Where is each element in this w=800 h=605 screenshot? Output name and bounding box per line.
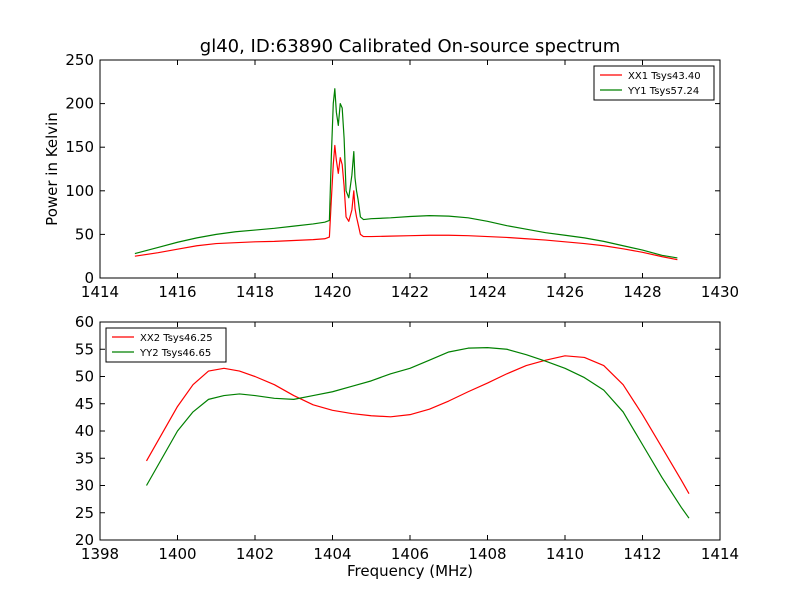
- chart-2-y-tick-label: 45: [75, 395, 94, 413]
- chart-1-legend-box: [593, 65, 715, 101]
- chart-1-y-tick-label: 0: [84, 269, 94, 287]
- chart-1-y-tick-label: 150: [65, 138, 94, 156]
- chart-2-series-line-2: [145, 347, 690, 519]
- chart-2-y-tick-label: 35: [75, 449, 94, 467]
- chart-2-y-tick-label: 55: [75, 340, 94, 358]
- chart-1-x-tick-label: 1424: [468, 283, 506, 301]
- chart-2-x-tick-label: 1398: [81, 545, 119, 563]
- chart-1-x-tick-label: 1416: [158, 283, 196, 301]
- figure-title: gl40, ID:63890 Calibrated On-source spec…: [200, 36, 620, 57]
- chart-2-x-tick-label: 1408: [468, 545, 506, 563]
- chart-2-x-tick-label: 1404: [313, 545, 351, 563]
- chart-1-x-tick-label: 1426: [546, 283, 584, 301]
- chart-2-legend-box: [105, 327, 227, 363]
- chart-1-x-tick-label: 1420: [313, 283, 351, 301]
- chart-1-y-tick-label: 250: [65, 51, 94, 69]
- chart-2-legend-label-2: YY2 Tsys46.65: [139, 348, 211, 359]
- chart-2-y-tick-label: 50: [75, 368, 94, 386]
- chart-2-x-tick-label: 1414: [701, 545, 739, 563]
- chart-2-x-tick-label: 1402: [236, 545, 274, 563]
- chart-2-y-tick-label: 20: [75, 531, 94, 549]
- chart-2-legend-label-1: XX2 Tsys46.25: [140, 333, 213, 344]
- chart-1-y-axis-label: Power in Kelvin: [43, 112, 61, 226]
- chart-1-y-tick-label: 200: [65, 95, 94, 113]
- chart-1-y-tick-label: 50: [75, 225, 94, 243]
- chart-1-x-tick-label: 1428: [623, 283, 661, 301]
- chart-1-legend-label-1: XX1 Tsys43.40: [628, 71, 701, 82]
- chart-1-series-line-2: [134, 88, 678, 259]
- chart-2-y-tick-label: 60: [75, 313, 94, 331]
- chart-1-y-tick-label: 100: [65, 182, 94, 200]
- chart-1-legend-label-2: YY1 Tsys57.24: [627, 86, 699, 97]
- chart-2-x-tick-label: 1400: [158, 545, 196, 563]
- chart-1-x-tick-label: 1418: [236, 283, 274, 301]
- chart-2-y-tick-label: 25: [75, 504, 94, 522]
- chart-2-x-tick-label: 1410: [546, 545, 584, 563]
- chart-1-x-tick-label: 1414: [81, 283, 119, 301]
- chart-2-y-tick-label: 30: [75, 477, 94, 495]
- chart-1-x-tick-label: 1430: [701, 283, 739, 301]
- chart-2-x-tick-label: 1412: [623, 545, 661, 563]
- chart-2-y-tick-label: 40: [75, 422, 94, 440]
- chart-1-series-line-1: [134, 144, 678, 261]
- chart-2-x-axis-label: Frequency (MHz): [347, 562, 473, 580]
- chart-2-x-tick-label: 1406: [391, 545, 429, 563]
- chart-1-x-tick-label: 1422: [391, 283, 429, 301]
- chart-2-series-line-1: [145, 355, 690, 494]
